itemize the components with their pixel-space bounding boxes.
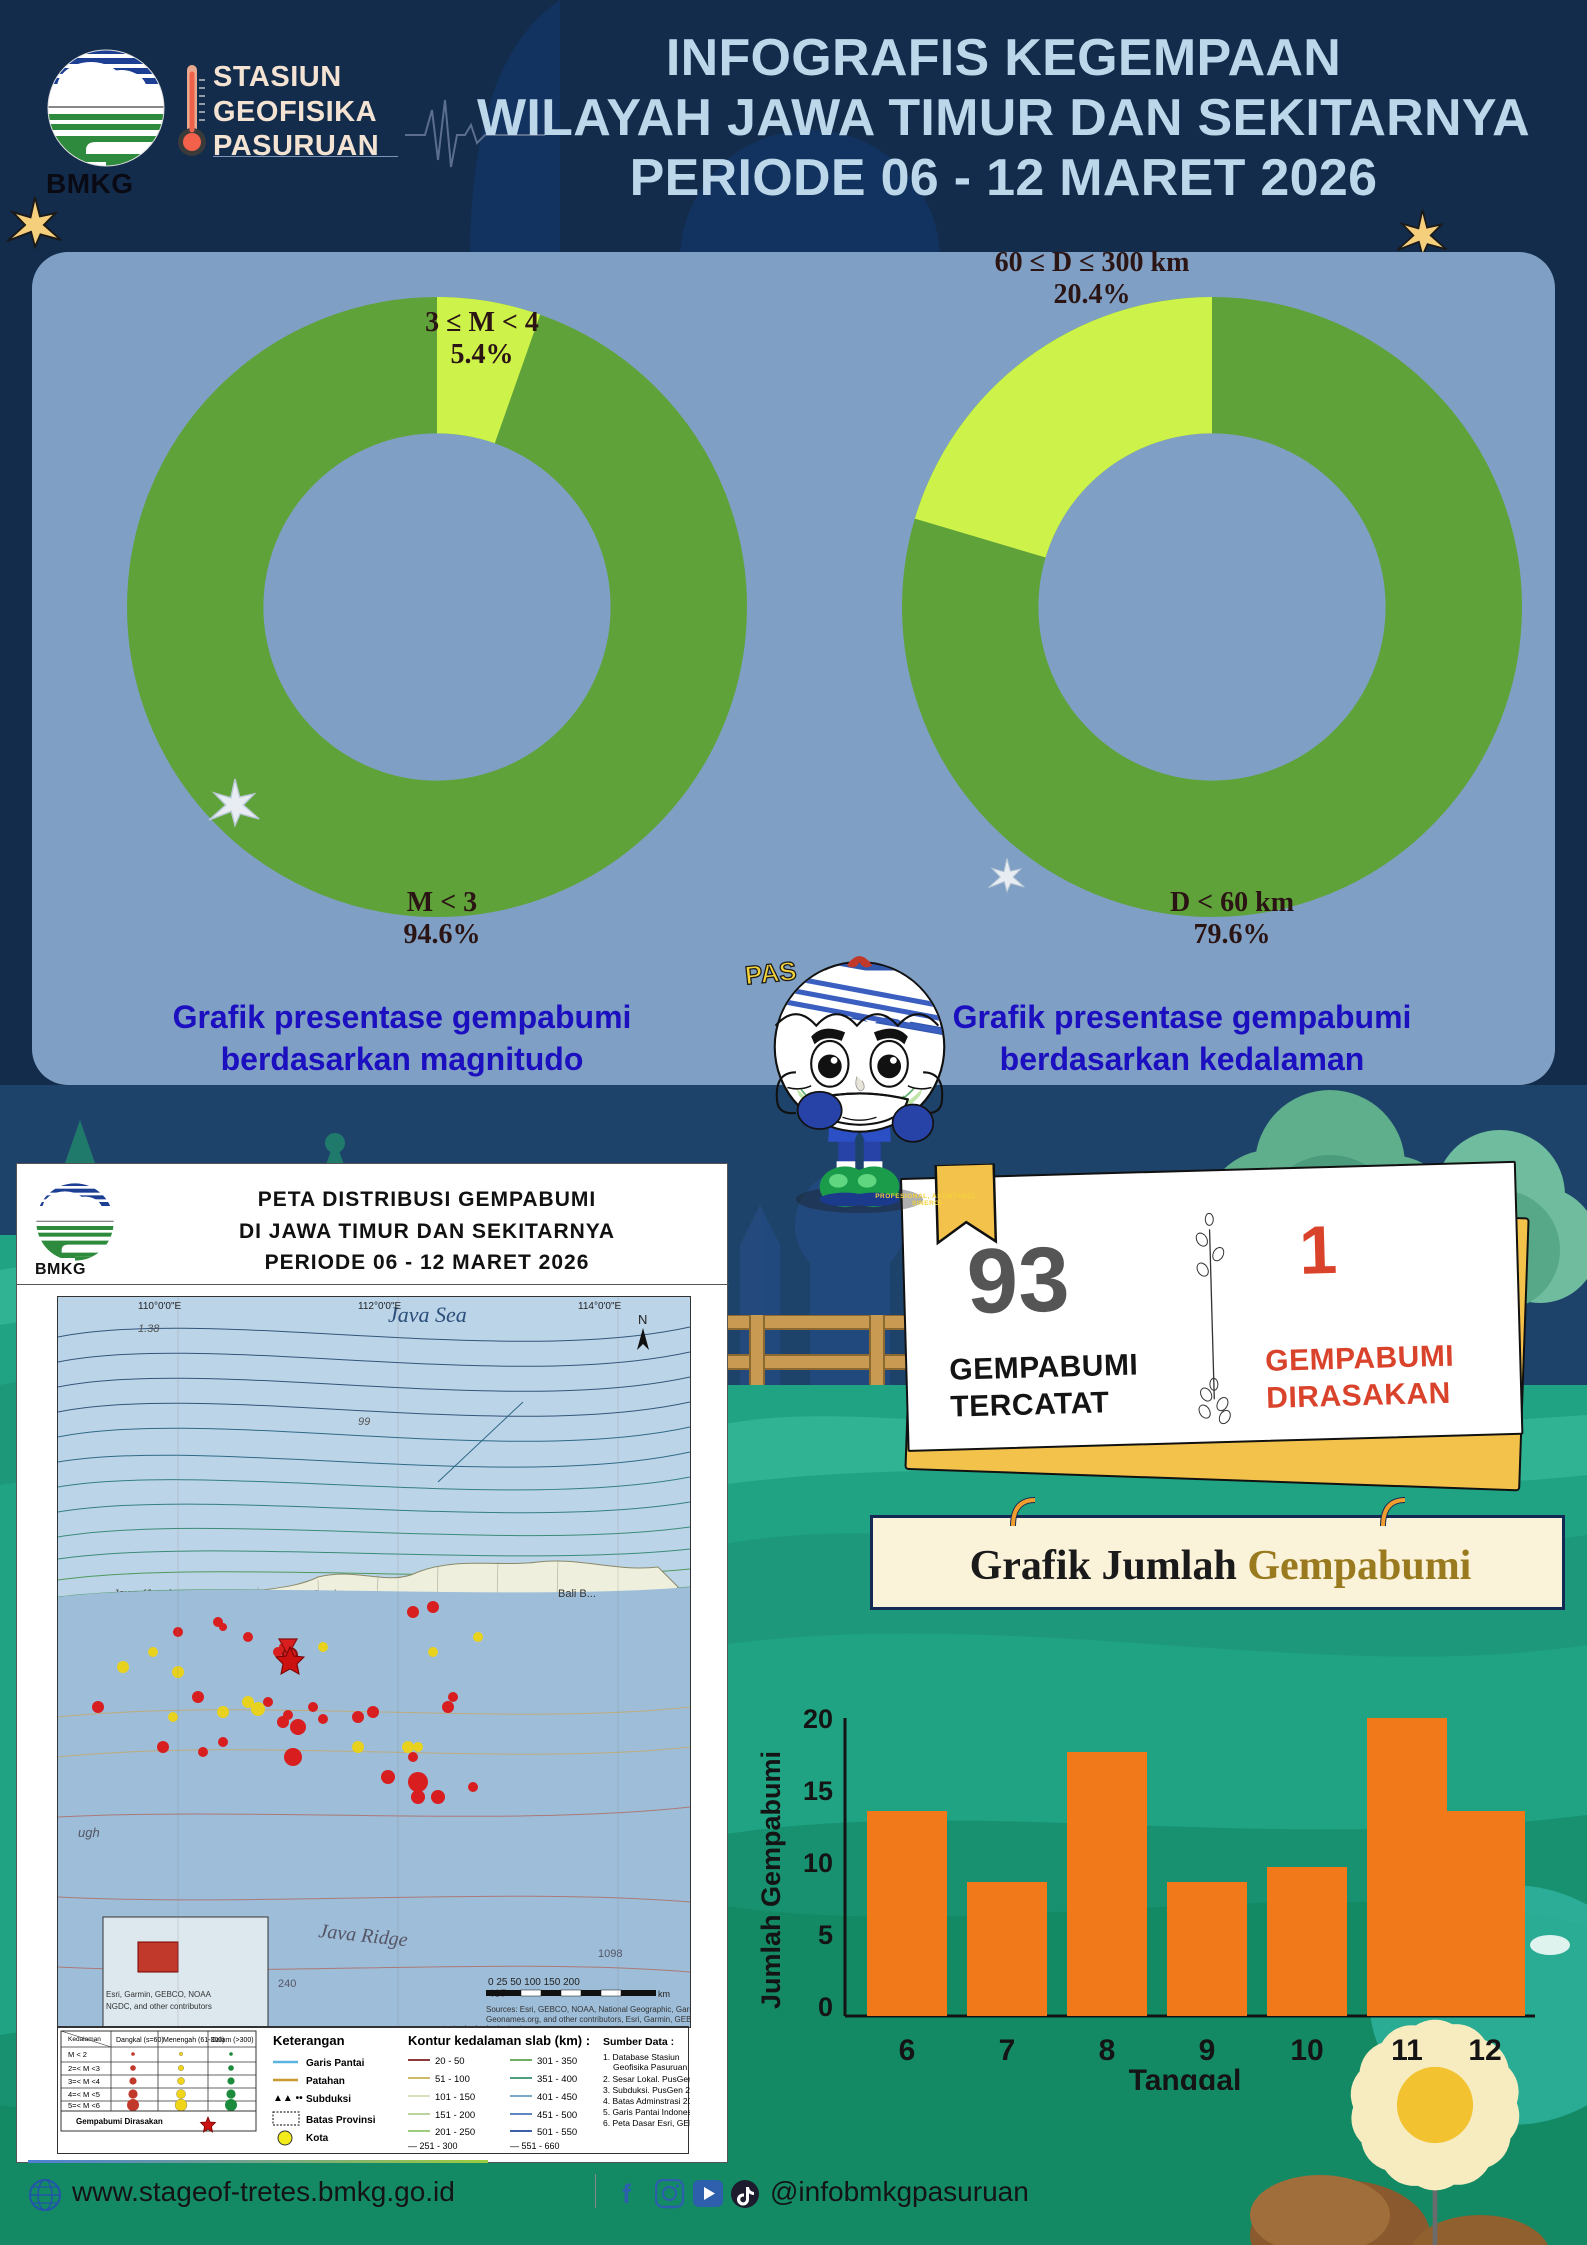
svg-text:110°0'0"E: 110°0'0"E xyxy=(138,1301,182,1312)
svg-text:0 25 50 100 150: 0 25 50 100 150 200 xyxy=(488,1977,580,1988)
svg-text:▲▲ ••: ▲▲ •• xyxy=(273,2093,303,2104)
svg-text:Patahan: Patahan xyxy=(306,2076,345,2087)
svg-text:9: 9 xyxy=(1199,2034,1216,2067)
svg-text:Jumlah Gempabumi: Jumlah Gempabumi xyxy=(756,1751,786,2009)
svg-text:301 - 350: 301 - 350 xyxy=(537,2056,577,2067)
svg-text:Bali B...: Bali B... xyxy=(558,1588,596,1600)
svg-text:114°0'0"E: 114°0'0"E xyxy=(578,1301,622,1312)
svg-text:11: 11 xyxy=(1391,2034,1423,2067)
svg-text:Geonames.org, and other contri: Geonames.org, and other contributors, Es… xyxy=(486,2015,690,2024)
svg-text:Sources: Esri, GEBCO, NOAA, Na: Sources: Esri, GEBCO, NOAA, National Geo… xyxy=(486,2005,690,2014)
svg-text:Keterangan: Keterangan xyxy=(273,2033,345,2048)
svg-text:Gempabumi Dirasakan: Gempabumi Dirasakan xyxy=(76,2117,163,2126)
svg-text:201 - 250: 201 - 250 xyxy=(435,2127,475,2138)
svg-text:151 - 200: 151 - 200 xyxy=(435,2110,475,2121)
svg-text:Tanggal: Tanggal xyxy=(1129,2064,1242,2090)
svg-text:M < 2: M < 2 xyxy=(68,2050,87,2059)
svg-text:2=< M <3: 2=< M <3 xyxy=(68,2064,100,2073)
svg-text:501 - 550: 501 - 550 xyxy=(537,2127,577,2138)
svg-text:Sumber Data :: Sumber Data : xyxy=(603,2036,674,2048)
svg-text:— 251 - 300: — 251 - 300 xyxy=(408,2141,458,2151)
svg-text:5: 5 xyxy=(818,1920,833,1950)
svg-text:112°0'0"E: 112°0'0"E xyxy=(358,1301,402,1312)
svg-text:3=< M <4: 3=< M <4 xyxy=(68,2077,100,2086)
svg-text:Subduksi: Subduksi xyxy=(306,2094,351,2105)
svg-text:NGDC, and other contributors: NGDC, and other contributors xyxy=(106,2002,212,2011)
svg-text:10: 10 xyxy=(1290,2034,1323,2067)
svg-text:4=< M <5: 4=< M <5 xyxy=(68,2090,100,2099)
svg-text:0: 0 xyxy=(818,1992,833,2022)
svg-text:20 - 50: 20 - 50 xyxy=(435,2056,465,2067)
svg-text:1098: 1098 xyxy=(598,1948,622,1960)
svg-text:Kontur kedalaman slab (km) :: Kontur kedalaman slab (km) : xyxy=(408,2033,590,2048)
svg-text:240: 240 xyxy=(278,1978,296,1990)
svg-text:Dalam (>300): Dalam (>300) xyxy=(211,2037,254,2044)
svg-text:f: f xyxy=(622,2180,632,2209)
svg-text:5=< M <6: 5=< M <6 xyxy=(68,2101,100,2110)
svg-text:— 551 - 660: — 551 - 660 xyxy=(510,2141,560,2151)
svg-text:Geofisika Pasuruan: Geofisika Pasuruan xyxy=(613,2062,687,2072)
svg-text:6: 6 xyxy=(899,2034,916,2067)
svg-text:15: 15 xyxy=(803,1776,833,1806)
svg-text:51 - 100: 51 - 100 xyxy=(435,2074,470,2085)
svg-text:99: 99 xyxy=(358,1416,370,1428)
svg-text:km: km xyxy=(658,1989,670,1999)
svg-text:Dangkal (s=60): Dangkal (s=60) xyxy=(116,2037,164,2044)
svg-text:10: 10 xyxy=(803,1848,833,1878)
svg-text:1.38: 1.38 xyxy=(138,1323,160,1335)
svg-text:Garis Pantai: Garis Pantai xyxy=(306,2058,365,2069)
svg-text:5. Garis Pantai Indonesia 2021: 5. Garis Pantai Indonesia 2021. BIG xyxy=(603,2107,690,2117)
svg-text:N: N xyxy=(638,1312,647,1327)
svg-text:401 - 450: 401 - 450 xyxy=(537,2092,577,2103)
svg-text:Kedalaman: Kedalaman xyxy=(68,2036,101,2043)
svg-text:12: 12 xyxy=(1468,2034,1501,2067)
svg-text:1. Database Stasiun: 1. Database Stasiun xyxy=(603,2052,680,2062)
svg-text:101 - 150: 101 - 150 xyxy=(435,2092,475,2103)
svg-text:Batas Provinsi: Batas Provinsi xyxy=(306,2115,376,2126)
svg-text:8: 8 xyxy=(1099,2034,1116,2067)
svg-text:ugh: ugh xyxy=(78,1825,100,1840)
svg-text:6. Peta Dasar Esri, GEBCO, NOA: 6. Peta Dasar Esri, GEBCO, NOAA xyxy=(603,2118,690,2128)
svg-text:7: 7 xyxy=(999,2034,1016,2067)
svg-text:2. Sesar Lokal. PusGen 2017: 2. Sesar Lokal. PusGen 2017 xyxy=(603,2074,690,2084)
svg-text:Kota: Kota xyxy=(306,2133,329,2144)
svg-text:451 - 500: 451 - 500 xyxy=(537,2110,577,2121)
svg-text:4. Batas Adminstrasi 2021. BIG: 4. Batas Adminstrasi 2021. BIG xyxy=(603,2096,690,2106)
svg-text:Esri, Garmin, GEBCO, NOAA: Esri, Garmin, GEBCO, NOAA xyxy=(106,1990,212,1999)
svg-text:20: 20 xyxy=(803,1704,833,1734)
svg-text:351 - 400: 351 - 400 xyxy=(537,2074,577,2085)
svg-text:3. Subduksi. PusGen 2017: 3. Subduksi. PusGen 2017 xyxy=(603,2085,690,2095)
